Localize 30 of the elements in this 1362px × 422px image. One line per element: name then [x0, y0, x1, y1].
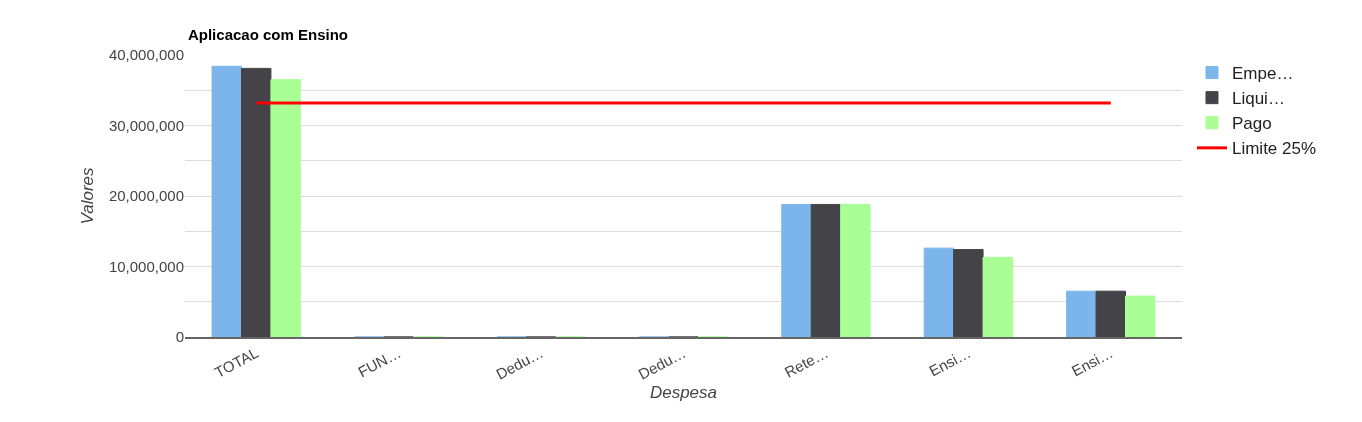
y-tick-label: 30,000,000: [108, 116, 184, 134]
bar: [810, 203, 842, 337]
legend-label: Pago: [1231, 114, 1272, 134]
legend-label: Limite 25%: [1231, 139, 1317, 159]
bar: [270, 79, 301, 337]
chart-title: Aplicacao com Ensino: [187, 26, 348, 44]
x-tick-label: Dedu…: [635, 343, 689, 383]
y-tick-label: 0: [175, 328, 184, 346]
legend-label: Empe…: [1231, 64, 1294, 84]
y-tick-label: 20,000,000: [108, 187, 184, 205]
y-tick-label: 40,000,000: [108, 46, 184, 64]
bar: [1125, 295, 1156, 337]
bar: [241, 67, 272, 337]
bar: [211, 65, 242, 337]
bar: [953, 249, 984, 337]
x-axis-title: Despesa: [649, 382, 718, 402]
x-tick-label: Ensi…: [1068, 343, 1116, 380]
bar: [781, 203, 812, 337]
bar: [982, 256, 1014, 337]
y-tick-label: 10,000,000: [108, 257, 184, 275]
y-axis-title: Valores: [78, 167, 98, 225]
bar: [1066, 290, 1097, 337]
x-tick-label: Dedu…: [493, 343, 546, 383]
bar: [923, 247, 955, 337]
bar: [1095, 290, 1126, 337]
x-tick-label: Ensi…: [926, 343, 974, 380]
x-tick-label: Rete…: [781, 343, 831, 381]
bar: [840, 203, 871, 337]
x-tick-label: FUN…: [355, 343, 404, 381]
legend-label: Liqui…: [1231, 89, 1285, 109]
